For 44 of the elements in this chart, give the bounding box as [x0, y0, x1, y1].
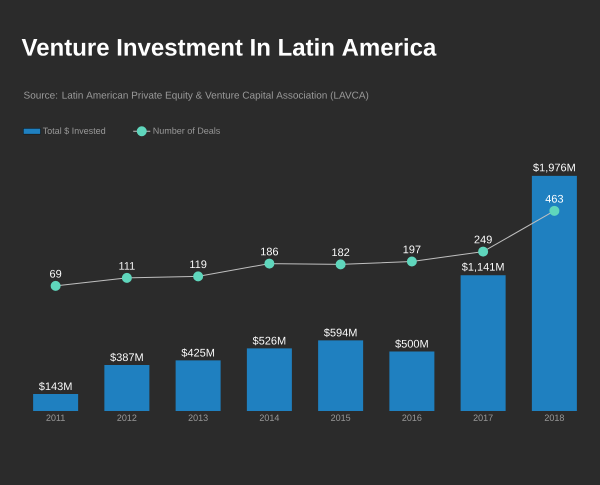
- point: [406, 256, 417, 266]
- point: [122, 272, 132, 283]
- data-label: 463: [545, 194, 564, 203]
- point: [478, 246, 488, 257]
- x-tick-label: 2012: [117, 414, 136, 421]
- bar: [104, 364, 150, 411]
- data-label: $1,976M: [533, 163, 575, 173]
- bar: [246, 348, 292, 411]
- data-label: 186: [261, 248, 278, 256]
- data-label: 111: [119, 262, 135, 270]
- data-label: 249: [474, 236, 492, 244]
- data-label: $425M: [181, 348, 214, 358]
- data-label: 197: [404, 246, 420, 254]
- point: [549, 206, 560, 216]
- bar: [33, 394, 78, 411]
- x-tick-label: 2015: [331, 414, 350, 421]
- legend-label: Total $ Invested: [42, 127, 106, 134]
- x-tick-label: 2018: [544, 414, 564, 421]
- bar: [532, 176, 577, 411]
- data-label: $526M: [252, 336, 286, 346]
- data-label: $387M: [110, 352, 143, 362]
- point: [264, 258, 274, 269]
- point: [193, 271, 204, 282]
- data-label: 182: [332, 248, 350, 256]
- bar: [318, 340, 364, 411]
- bar: [389, 352, 434, 411]
- data-label: 69: [50, 270, 62, 278]
- bar: [460, 275, 506, 411]
- data-label: $500M: [395, 339, 428, 348]
- data-label: $594M: [324, 328, 357, 338]
- x-tick-label: 2014: [260, 414, 280, 421]
- x-tick-label: 2017: [474, 414, 493, 421]
- data-label: $143M: [38, 382, 72, 391]
- bar: [176, 360, 221, 411]
- x-tick-label: 2016: [402, 414, 422, 421]
- data-label: $1,141M: [462, 262, 504, 272]
- source-note: Source: Latin American Private Equity & Venture Capital Association (LAVCA): [24, 91, 368, 101]
- point: [336, 259, 346, 270]
- legend-label: Number of Deals: [154, 127, 220, 134]
- x-tick-label: 2011: [46, 414, 65, 421]
- data-label: 119: [190, 260, 206, 268]
- chart-title: Venture Investment In Latin America: [22, 38, 436, 56]
- point: [50, 280, 61, 291]
- x-tick-label: 2013: [188, 414, 208, 421]
